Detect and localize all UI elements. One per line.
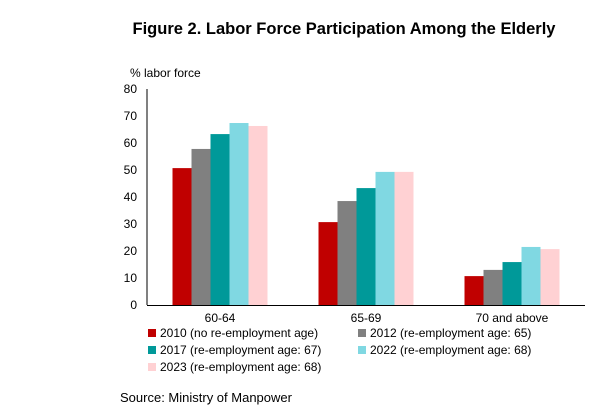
legend-item: 2023 (re-employment age: 68) <box>148 359 358 374</box>
bar <box>540 249 560 305</box>
x-tick-label: 65-69 <box>351 311 382 325</box>
bar <box>394 171 414 305</box>
legend-swatch <box>148 328 156 337</box>
y-tick-label: 0 <box>130 298 137 312</box>
legend-item: 2017 (re-employment age: 67) <box>148 342 358 357</box>
legend-label: 2022 (re-employment age: 68) <box>370 342 532 357</box>
legend-swatch <box>358 328 366 337</box>
y-tick-label: 80 <box>124 82 138 96</box>
legend-label: 2023 (re-employment age: 68) <box>160 359 322 374</box>
y-tick-label: 30 <box>124 217 138 231</box>
legend-swatch <box>148 345 156 354</box>
legend-swatch <box>148 362 156 371</box>
y-tick-label: 40 <box>124 190 138 204</box>
bar <box>464 276 484 305</box>
bar <box>502 262 522 305</box>
bar <box>375 171 395 305</box>
x-tick-label: 70 and above <box>476 311 549 325</box>
bar <box>483 269 503 305</box>
bar <box>337 201 357 305</box>
source-note: Source: Ministry of Manpower <box>120 390 292 405</box>
legend-label: 2010 (no re-employment age) <box>160 325 319 340</box>
bar <box>172 168 192 305</box>
legend-label: 2017 (re-employment age: 67) <box>160 342 322 357</box>
legend: 2010 (no re-employment age) 2012 (re-emp… <box>148 325 588 374</box>
legend-item: 2022 (re-employment age: 68) <box>358 342 588 357</box>
y-tick-label: 10 <box>124 271 138 285</box>
bar <box>210 134 230 305</box>
bar <box>248 125 268 306</box>
y-tick-label: 70 <box>124 109 138 123</box>
bar <box>318 222 338 305</box>
bar <box>521 246 541 305</box>
x-tick-label: 60-64 <box>205 311 236 325</box>
bar <box>191 148 211 305</box>
legend-item: 2012 (re-employment age: 65) <box>358 325 588 340</box>
legend-swatch <box>358 345 366 354</box>
y-tick-label: 20 <box>124 244 138 258</box>
legend-item: 2010 (no re-employment age) <box>148 325 358 340</box>
y-axis-label: % labor force <box>130 66 201 80</box>
chart-title: Figure 2. Labor Force Participation Amon… <box>132 20 556 38</box>
y-tick-label: 50 <box>124 163 138 177</box>
y-tick-label: 60 <box>124 136 138 150</box>
bar <box>356 188 376 305</box>
bar <box>229 123 249 306</box>
legend-label: 2012 (re-employment age: 65) <box>370 325 532 340</box>
